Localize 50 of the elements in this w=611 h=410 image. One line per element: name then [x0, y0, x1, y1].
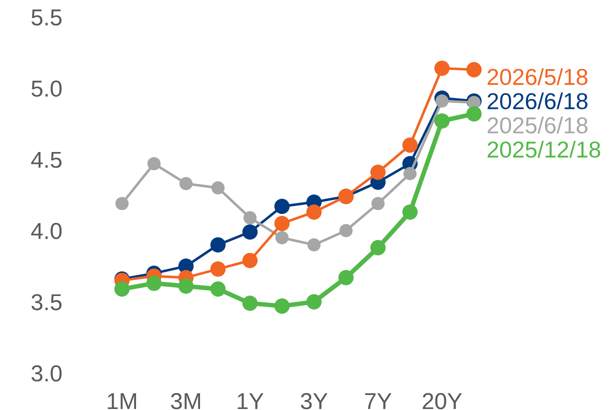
point: [338, 270, 354, 286]
point: [178, 278, 194, 294]
x-tick-label: 20Y: [422, 393, 462, 410]
point: [210, 237, 226, 252]
point: [402, 138, 418, 153]
point: [274, 216, 290, 232]
point: [466, 106, 482, 122]
point: [115, 196, 129, 210]
point: [274, 298, 290, 314]
x-tick-label: 3Y: [300, 393, 328, 410]
y-tick-label: 5.0: [32, 80, 62, 97]
y-tick-label: 3.0: [32, 365, 62, 382]
point: [371, 196, 385, 210]
x-tick-label: 1M: [108, 393, 136, 410]
point: [370, 240, 386, 256]
y-tick-label: 5.5: [32, 10, 62, 26]
y-tick-label: 4.5: [31, 152, 62, 168]
point: [211, 181, 225, 194]
point: [146, 276, 162, 291]
point: [435, 94, 449, 108]
point: [402, 204, 418, 220]
point: [466, 62, 482, 78]
point: [434, 60, 450, 76]
series-label: 2025/12/18: [488, 140, 600, 158]
point: [339, 224, 353, 238]
series-label: 2026/5/18: [488, 68, 588, 86]
point: [210, 261, 226, 277]
y-tick-label: 4.0: [31, 222, 62, 240]
point: [242, 252, 258, 268]
point: [243, 211, 257, 224]
point: [210, 281, 226, 297]
series-label: 2026/6/18: [488, 92, 588, 110]
series-label: 2025/6/18: [488, 116, 588, 134]
x-tick-label: 1Y: [238, 393, 264, 410]
x-tick-label: 7Y: [365, 393, 392, 410]
point: [403, 167, 417, 180]
point: [242, 296, 258, 311]
point: [434, 113, 450, 129]
point: [147, 157, 161, 170]
point: [275, 231, 289, 244]
y-tick-label: 3.5: [32, 294, 62, 310]
point: [274, 198, 290, 214]
x-tick-label: 3M: [170, 393, 200, 410]
point: [307, 238, 321, 252]
point: [114, 281, 130, 297]
point: [179, 177, 193, 190]
point: [306, 294, 322, 310]
point: [370, 164, 386, 180]
point: [306, 204, 322, 220]
point: [242, 224, 258, 240]
